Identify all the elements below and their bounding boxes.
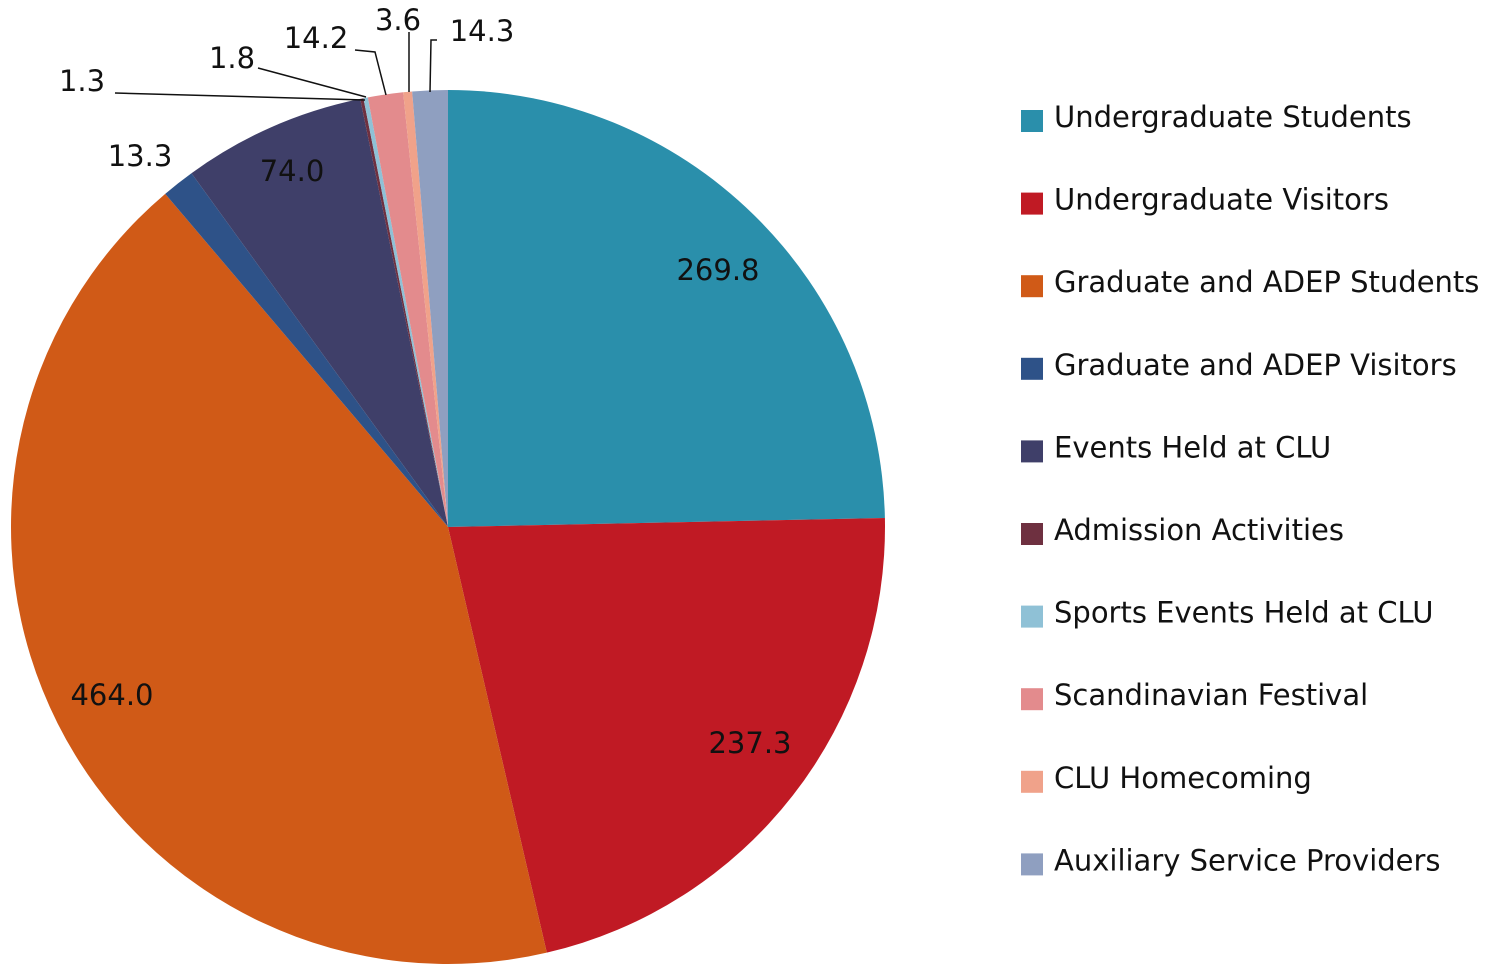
legend-swatch [1021, 770, 1043, 793]
legend-swatch [1021, 605, 1043, 628]
data-label: 14.2 [284, 21, 349, 55]
pie-slice [165, 173, 448, 527]
legend-swatch [1021, 110, 1043, 132]
data-label: 3.6 [375, 3, 421, 37]
data-label: 464.0 [70, 678, 153, 712]
data-label: 269.8 [676, 253, 759, 287]
legend-swatch [1021, 440, 1043, 463]
data-label: 13.3 [108, 139, 173, 173]
legend-label: Sports Events Held at CLU [1054, 596, 1433, 630]
pie-slice [11, 193, 547, 964]
legend-label: Events Held at CLU [1054, 430, 1331, 464]
legend-swatch [1021, 275, 1043, 298]
legend-label: Auxiliary Service Providers [1054, 843, 1441, 877]
pie-slice [403, 91, 448, 527]
data-label: 1.8 [209, 41, 255, 75]
legend-swatch [1021, 192, 1043, 215]
legend-swatch [1021, 688, 1043, 711]
legend-label: Graduate and ADEP Visitors [1054, 348, 1457, 382]
leader-line [429, 39, 437, 93]
legend-label: CLU Homecoming [1054, 761, 1312, 795]
leader-line [257, 67, 367, 98]
data-label: 74.0 [260, 154, 325, 188]
legend-label: Undergraduate Students [1054, 100, 1412, 134]
legend-swatch [1021, 523, 1043, 545]
pie-slice [363, 97, 448, 527]
pie-slice [412, 90, 448, 527]
legend-label: Graduate and ADEP Students [1054, 265, 1479, 299]
leader-line [114, 92, 366, 101]
legend-label: Undergraduate Visitors [1054, 183, 1389, 217]
leader-line [354, 49, 387, 96]
legend-swatch [1021, 357, 1043, 380]
data-label: 1.3 [59, 64, 105, 98]
data-label: 237.3 [708, 726, 791, 760]
pie-slice [191, 98, 448, 528]
legend-label: Scandinavian Festival [1054, 678, 1368, 712]
legend-swatch [1021, 853, 1043, 876]
pie-slice [360, 98, 448, 527]
pie-slice [448, 517, 886, 953]
pie-slice [367, 92, 448, 528]
legend-label: Admission Activities [1054, 513, 1344, 547]
data-label: 14.3 [450, 14, 515, 48]
pie-slice [448, 90, 885, 527]
